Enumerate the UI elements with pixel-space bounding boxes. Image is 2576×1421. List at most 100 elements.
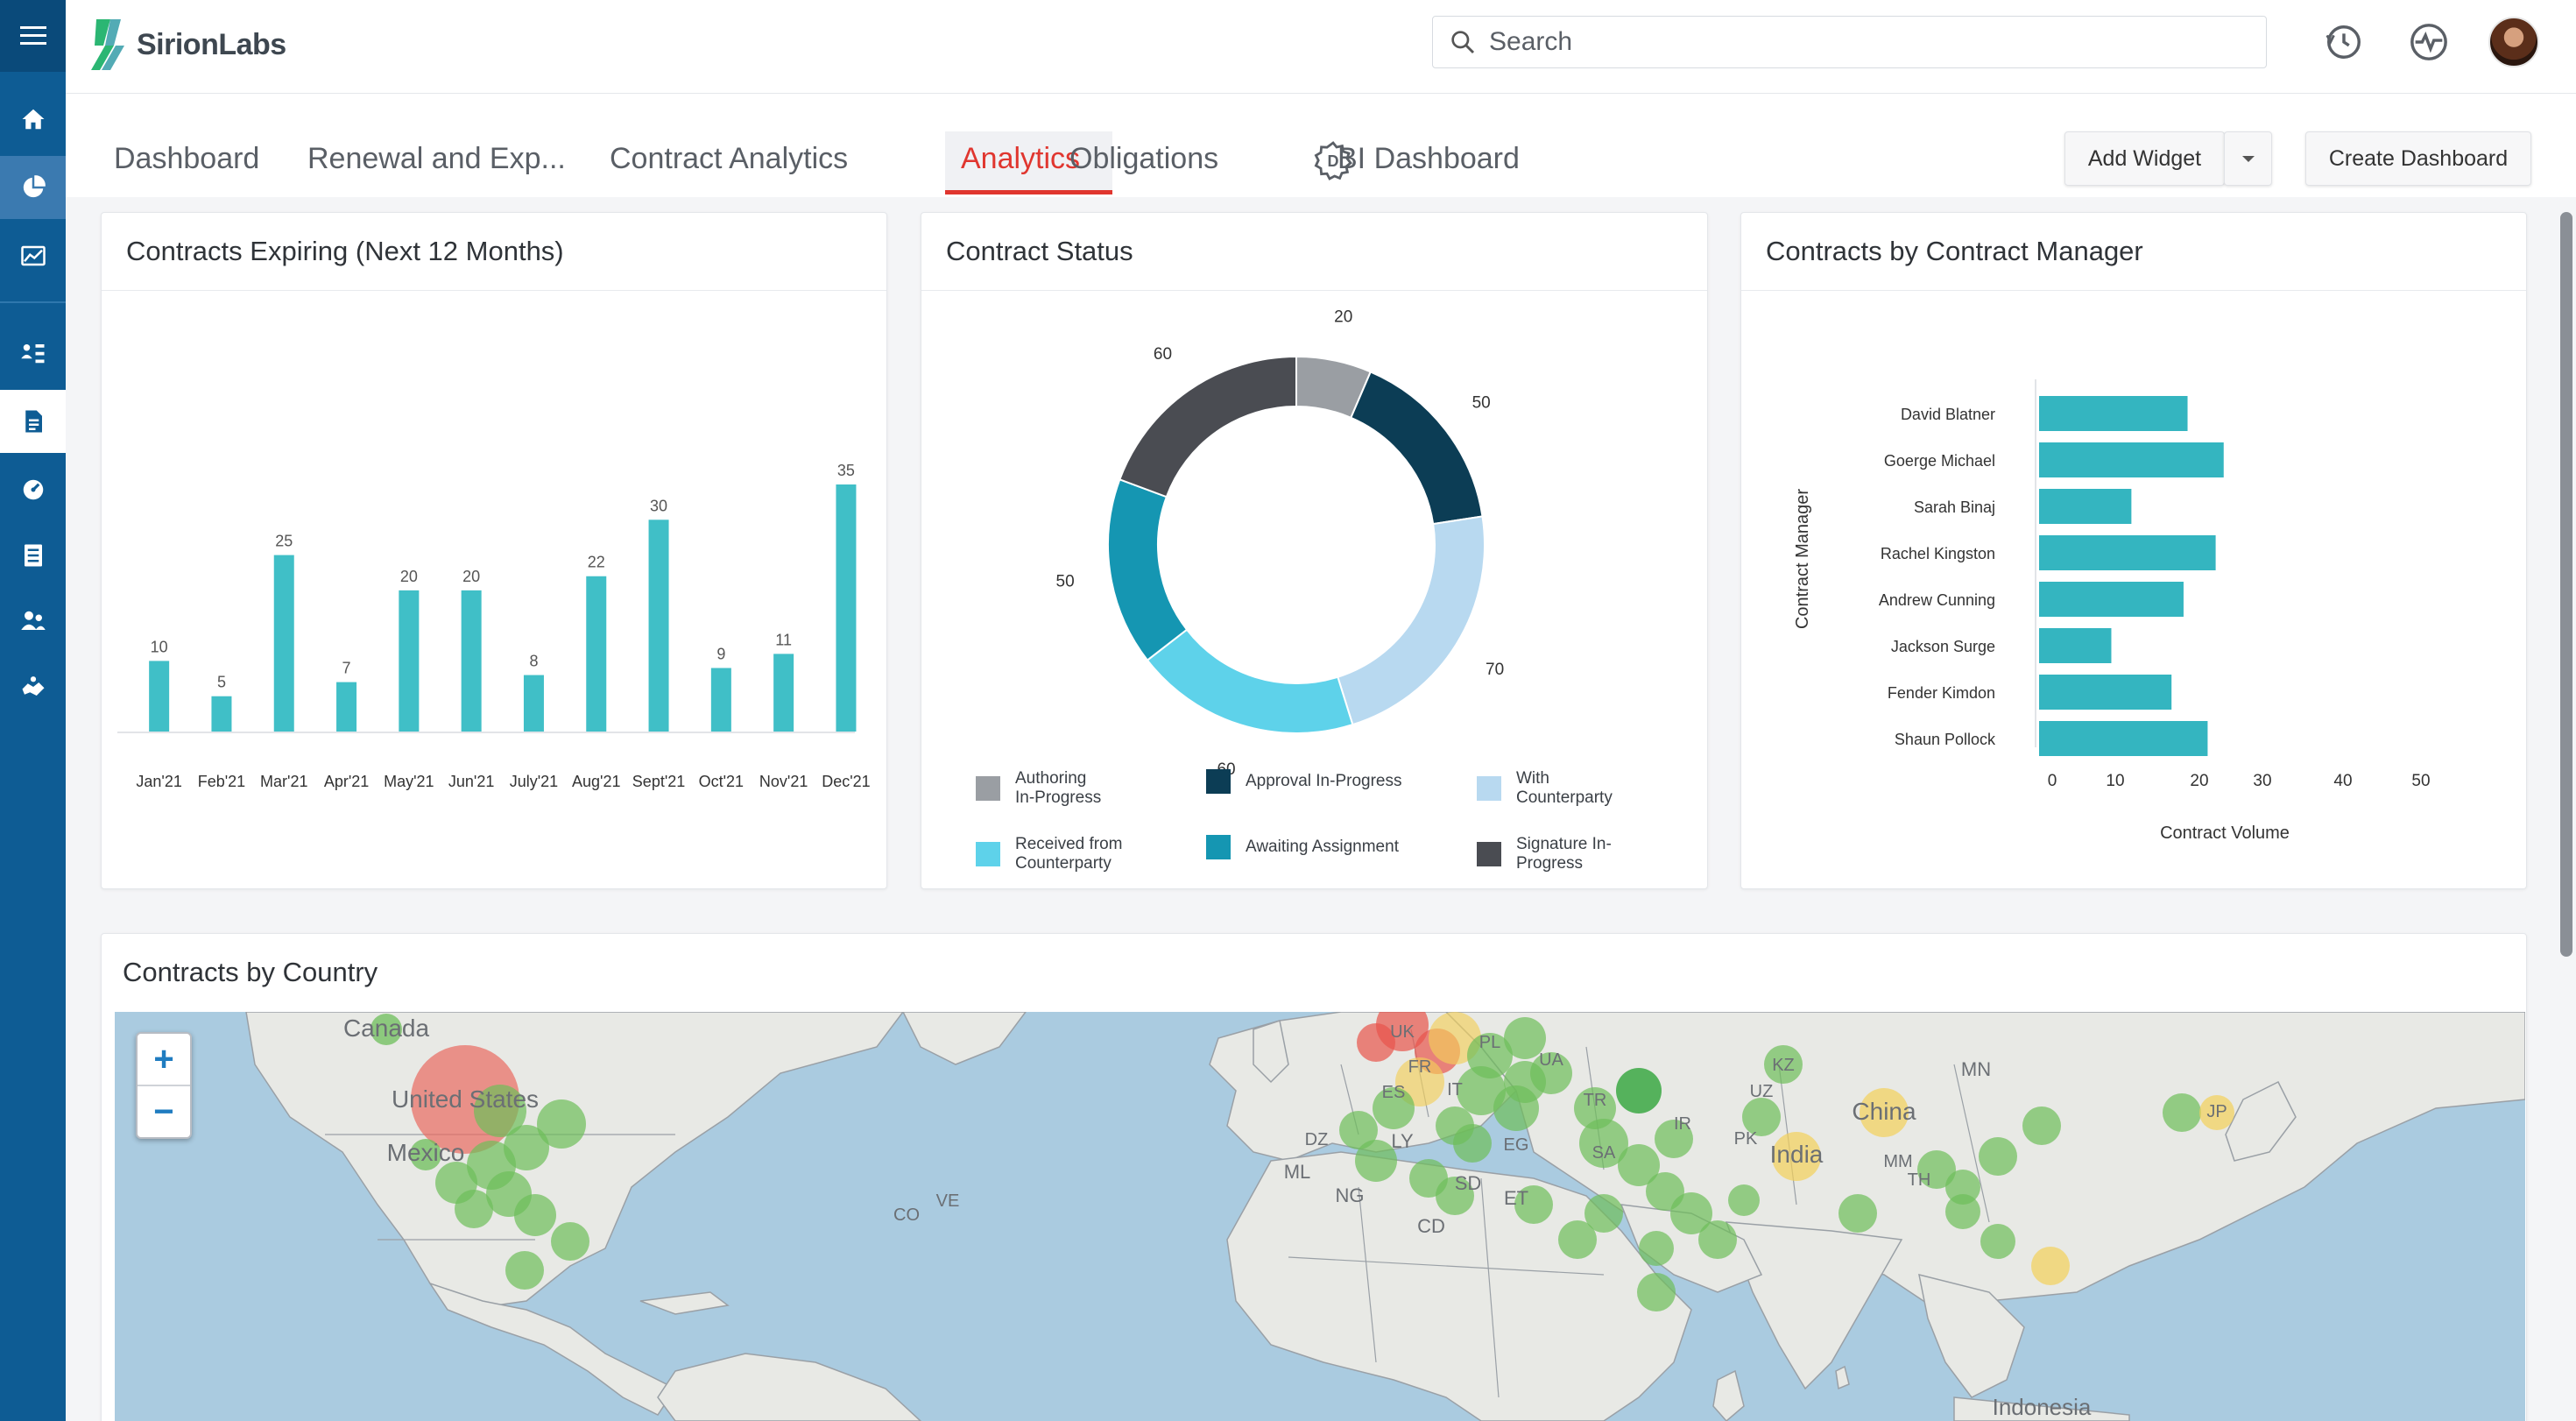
bubble-central-4[interactable] [455, 1190, 493, 1228]
bar-May'21[interactable] [399, 590, 420, 732]
sidebar-item-users[interactable] [0, 590, 66, 653]
sidebar-item-trends[interactable] [0, 224, 66, 287]
bubble-caribbean[interactable] [514, 1194, 556, 1236]
bar-Oct'21[interactable] [710, 668, 731, 732]
world-map[interactable]: Canada United States Mexico UK PL UA FR … [115, 1012, 2525, 1421]
bubble-kazakhstan[interactable] [1764, 1045, 1803, 1084]
bubble-india-south[interactable] [1728, 1184, 1760, 1216]
bubble-canada[interactable] [371, 1014, 402, 1045]
bubble-greece[interactable] [1453, 1124, 1492, 1163]
tab-dashboard[interactable]: Dashboard [114, 142, 260, 175]
legend-item[interactable]: Received from Counterparty [976, 835, 1123, 873]
create-dashboard-button[interactable]: Create Dashboard [2305, 131, 2531, 186]
bar-andrew-cunning[interactable] [2039, 582, 2184, 617]
add-widget-button[interactable]: Add Widget [2064, 131, 2225, 186]
tab-renewal-and-expiry[interactable]: Renewal and Exp... [307, 142, 566, 175]
sidebar-item-partners[interactable] [0, 655, 66, 718]
bar-jackson-surge[interactable] [2039, 628, 2112, 663]
zoom-out-button[interactable]: − [153, 1092, 174, 1131]
sidebar-item-lists[interactable] [0, 524, 66, 587]
bubble-china[interactable] [1860, 1088, 1909, 1137]
bubble-sudan-n[interactable] [1639, 1231, 1674, 1266]
bubble-egypt[interactable] [1584, 1194, 1623, 1233]
bar-shaun-pollock[interactable] [2039, 721, 2208, 756]
bubble-portugal[interactable] [1339, 1111, 1378, 1149]
bubble-libya[interactable] [1514, 1185, 1553, 1224]
tab-bi-dashboard[interactable]: BI Dashboard [1337, 142, 1520, 175]
bubble-atlantic-us[interactable] [537, 1099, 586, 1149]
legend-item[interactable]: Signature In-Progress [1477, 835, 1674, 873]
bar-July'21[interactable] [523, 675, 544, 732]
bubble-iran-w[interactable] [1655, 1120, 1693, 1158]
bubble-venezuela[interactable] [551, 1222, 589, 1261]
bubble-thailand[interactable] [1945, 1170, 1980, 1205]
donut-slice-received-from-counterparty[interactable] [1146, 628, 1354, 734]
bubble-sri-lanka[interactable] [1838, 1194, 1877, 1233]
bubble-colombia[interactable] [505, 1251, 544, 1290]
tab-contract-analytics[interactable]: Contract Analytics [610, 142, 849, 175]
legend-item[interactable]: Authoring In-Progress [976, 769, 1101, 808]
tab-obligations[interactable]: Obligations [1069, 142, 1219, 175]
bubble-morocco[interactable] [1355, 1140, 1397, 1182]
bar-Sept'21[interactable] [648, 520, 669, 732]
bubble-philippines[interactable] [2022, 1106, 2061, 1145]
search-box[interactable] [1432, 16, 2267, 68]
bubble-korea[interactable] [2163, 1093, 2201, 1132]
bubble-uae[interactable] [1698, 1220, 1737, 1259]
bar-david-blatner[interactable] [2039, 396, 2188, 431]
bubble-kenya[interactable] [1637, 1273, 1676, 1311]
bar-Dec'21[interactable] [836, 484, 857, 732]
bubble-mexico[interactable] [410, 1139, 441, 1170]
sidebar-item-documents[interactable] [0, 390, 66, 453]
bubble-japan[interactable] [2199, 1095, 2234, 1130]
user-avatar[interactable] [2488, 17, 2539, 67]
bubble-west-africa-1[interactable] [1436, 1177, 1474, 1215]
donut-slice-with-counterparty[interactable] [1337, 515, 1486, 726]
history-button[interactable] [2321, 19, 2367, 65]
bar-fender-kimdon[interactable] [2039, 675, 2172, 710]
bar-goerge-michael[interactable] [2039, 442, 2224, 477]
donut-slice-approval-in-progress[interactable] [1349, 371, 1484, 526]
bubble-vietnam[interactable] [1979, 1137, 2017, 1176]
bubble-indonesia[interactable] [2031, 1247, 2070, 1285]
sidebar-item-home[interactable] [0, 88, 66, 151]
bubble-india[interactable] [1772, 1132, 1821, 1181]
bubble-caucasus[interactable] [1616, 1068, 1662, 1113]
dashboard-settings-button[interactable]: D [1312, 139, 1354, 186]
bubble-central-europe[interactable] [1457, 1066, 1506, 1115]
bar-rachel-kingston[interactable] [2039, 535, 2216, 570]
bubble-spain[interactable] [1373, 1087, 1415, 1129]
bubble-baltics[interactable] [1504, 1017, 1546, 1059]
sidebar-item-performance[interactable] [0, 458, 66, 521]
bubble-belarus[interactable] [1504, 1061, 1546, 1103]
bar-Feb'21[interactable] [211, 696, 232, 732]
donut-slice-awaiting-assignment[interactable] [1107, 478, 1189, 662]
bubble-myanmar[interactable] [1917, 1150, 1956, 1189]
bubble-ethiopia[interactable] [1558, 1220, 1597, 1259]
zoom-in-button[interactable]: + [153, 1039, 174, 1078]
menu-button[interactable] [0, 0, 66, 72]
bubble-us-east[interactable] [474, 1085, 526, 1137]
tab-analytics[interactable]: Analytics [961, 142, 1081, 175]
bar-Mar'21[interactable] [273, 555, 294, 732]
bubble-pakistan[interactable] [1742, 1098, 1781, 1136]
bar-sarah-binaj[interactable] [2039, 489, 2132, 524]
donut-slice-signature-in-progress[interactable] [1119, 355, 1297, 498]
bar-Aug'21[interactable] [586, 576, 607, 732]
sidebar-item-analytics[interactable] [0, 156, 66, 219]
search-input[interactable] [1489, 27, 2207, 57]
bubble-singapore[interactable] [1980, 1224, 2015, 1259]
brand-logo[interactable]: SirionLabs [88, 16, 286, 74]
bar-Jun'21[interactable] [461, 590, 482, 732]
bar-Jan'21[interactable] [149, 661, 170, 732]
page-scrollbar[interactable] [2560, 212, 2572, 957]
activity-button[interactable] [2406, 19, 2452, 65]
bar-Nov'21[interactable] [773, 654, 794, 732]
sidebar-item-hierarchy[interactable] [0, 322, 66, 385]
bubble-saudi[interactable] [1670, 1192, 1712, 1234]
bar-Apr'21[interactable] [336, 682, 357, 732]
bubble-malaysia[interactable] [1945, 1194, 1980, 1229]
legend-item[interactable]: With Counterparty [1477, 769, 1613, 808]
legend-item[interactable]: Approval In-Progress [1206, 769, 1401, 794]
add-widget-dropdown-button[interactable] [2224, 131, 2272, 186]
